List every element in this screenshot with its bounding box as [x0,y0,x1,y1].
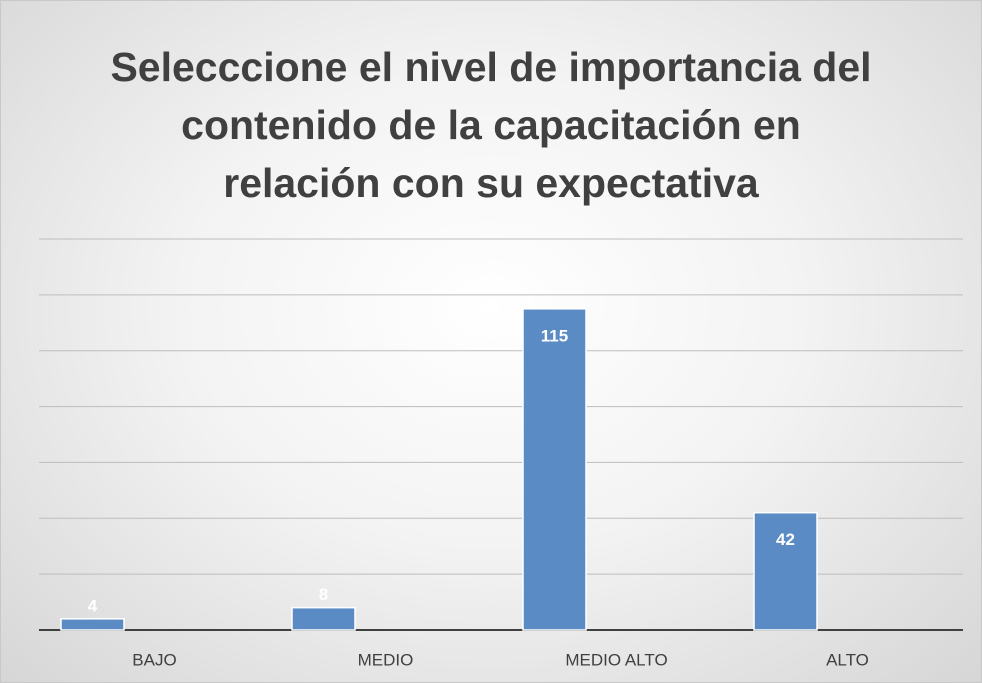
bar [522,308,587,631]
data-label: 115 [541,326,568,345]
x-tick-label: MEDIO ALTO [565,650,667,669]
bar [753,511,818,631]
data-label: 42 [776,530,795,549]
bar [291,606,356,631]
data-label: 8 [319,585,328,604]
data-label: 4 [88,596,98,615]
x-tick-label: MEDIO [358,650,414,669]
chart-title: contenido de la capacitación en [181,102,801,148]
chart-title: relación con su expectativa [223,160,760,206]
x-tick-label: ALTO [826,650,869,669]
bar [60,618,125,631]
x-tick-label: BAJO [132,650,176,669]
chart-title: Selecccione el nivel de importancia del [110,44,871,90]
